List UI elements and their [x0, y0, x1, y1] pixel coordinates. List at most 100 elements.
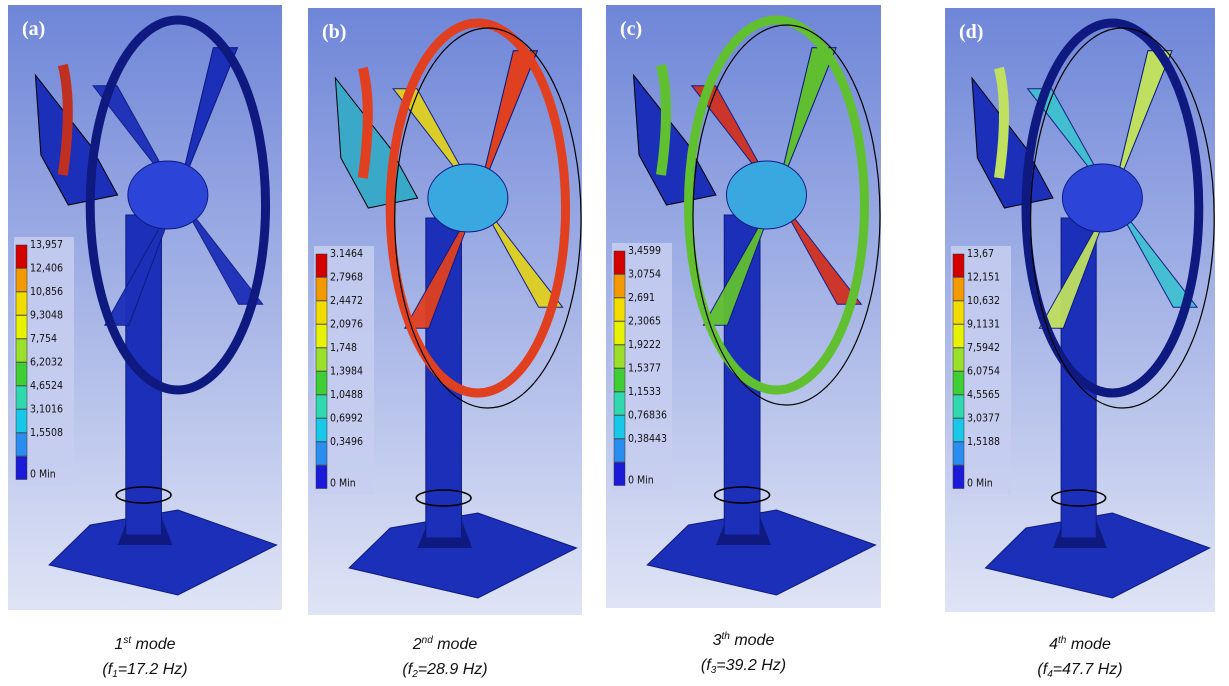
- legend-label: 0,6992: [330, 413, 363, 425]
- caption: 3th mode(f3=39.2 Hz): [624, 628, 864, 678]
- legend-swatch: [16, 292, 27, 315]
- legend-swatch: [953, 372, 964, 395]
- fan-image: (d)13,6712,15110,6329,11317,59426,07544,…: [945, 8, 1215, 612]
- legend-swatch: [16, 410, 27, 433]
- mode-word: mode: [1071, 636, 1111, 653]
- caption-line: 4th mode: [960, 632, 1200, 657]
- legend-swatch: [614, 298, 625, 321]
- mode-word: mode: [437, 636, 477, 653]
- legend-label: 0 Min: [330, 478, 356, 490]
- caption-line: (f3=39.2 Hz): [624, 653, 864, 678]
- legend-swatch: [16, 269, 27, 292]
- legend-label: 2,7968: [330, 272, 363, 284]
- legend-swatch: [614, 345, 625, 368]
- legend-swatch: [316, 301, 327, 324]
- legend-label: 0 Min: [628, 475, 654, 487]
- freq-prefix: (f: [701, 657, 711, 674]
- legend-swatch: [316, 325, 327, 348]
- legend-swatch: [316, 254, 327, 277]
- mode-suffix: th: [1058, 635, 1066, 646]
- highlight: [661, 65, 666, 175]
- highlight: [363, 68, 368, 178]
- legend-label: 1,5377: [628, 363, 661, 375]
- legend-label: 3,0377: [967, 413, 1000, 425]
- mode-number: 2: [413, 636, 422, 653]
- freq-value: =47.7 Hz): [1053, 661, 1123, 678]
- legend-label: 0,3496: [330, 436, 363, 448]
- legend-label: 10,632: [967, 295, 1000, 307]
- caption-line: 2nd mode: [325, 632, 565, 657]
- highlight: [63, 65, 68, 175]
- panel-label: (c): [620, 18, 642, 40]
- legend-swatch: [614, 463, 625, 486]
- panel-label: (d): [959, 21, 983, 43]
- legend-label: 6,0754: [967, 366, 1000, 378]
- caption-line: 1st mode: [25, 632, 265, 657]
- legend-label: 0 Min: [967, 478, 993, 490]
- hub: [128, 161, 208, 229]
- legend-swatch: [16, 386, 27, 409]
- mode-suffix: nd: [422, 635, 433, 646]
- legend-swatch: [316, 348, 327, 371]
- mode-suffix: th: [722, 631, 730, 642]
- legend-swatch: [953, 442, 964, 465]
- fan-image: (a)13,95712,40610,8569,30487,7546,20324,…: [8, 5, 282, 610]
- legend-swatch: [953, 278, 964, 301]
- legend-label: 3.1464: [330, 248, 363, 260]
- caption-line: (f1=17.2 Hz): [25, 657, 265, 682]
- legend-label: 1,5188: [967, 436, 1000, 448]
- fan-image: (b)3.14642,79682,44722,09761,7481,39841,…: [308, 8, 582, 615]
- freq-value: =28.9 Hz): [418, 661, 488, 678]
- legend-swatch: [953, 348, 964, 371]
- caption: 4th mode(f4=47.7 Hz): [960, 632, 1200, 682]
- legend-swatch: [316, 419, 327, 442]
- legend-label: 3,0754: [628, 269, 661, 281]
- legend-label: 1,0488: [330, 389, 363, 401]
- legend-swatch: [953, 325, 964, 348]
- mode-word: mode: [734, 632, 774, 649]
- legend-label: 2,3065: [628, 316, 661, 328]
- legend-swatch: [614, 392, 625, 415]
- legend-label: 10,856: [30, 286, 63, 298]
- legend-label: 1,5508: [30, 427, 63, 439]
- legend-label: 13,67: [967, 248, 994, 260]
- mode-word: mode: [136, 636, 176, 653]
- legend-swatch: [953, 254, 964, 277]
- fan-image: (c)3,45993,07542,6912,30651,92221,53771,…: [606, 5, 881, 608]
- mode-number: 4: [1049, 636, 1058, 653]
- hub: [727, 161, 807, 229]
- hub: [428, 164, 508, 232]
- legend-swatch: [614, 322, 625, 345]
- legend-label: 2,4472: [330, 295, 363, 307]
- legend-swatch: [16, 339, 27, 362]
- legend-label: 9,3048: [30, 310, 63, 322]
- freq-prefix: (f: [102, 661, 112, 678]
- caption-line: 3th mode: [624, 628, 864, 653]
- legend-label: 9,1131: [967, 319, 1000, 331]
- freq-value: =17.2 Hz): [118, 661, 188, 678]
- page: {"panels": [ {"label": "(a)", "legend": …: [0, 0, 1229, 686]
- legend-label: 2,691: [628, 292, 655, 304]
- highlight: [999, 68, 1004, 178]
- legend-label: 4,6524: [30, 380, 63, 392]
- legend-swatch: [316, 466, 327, 489]
- legend-label: 1,1533: [628, 386, 661, 398]
- legend-label: 7,754: [30, 333, 57, 345]
- legend-label: 2,0976: [330, 319, 363, 331]
- legend-swatch: [953, 419, 964, 442]
- caption-line: (f2=28.9 Hz): [325, 657, 565, 682]
- legend-label: 12,151: [967, 272, 1000, 284]
- panel: (d)13,6712,15110,6329,11317,59426,07544,…: [945, 8, 1215, 612]
- legend-swatch: [614, 416, 625, 439]
- legend-swatch: [16, 316, 27, 339]
- legend-swatch: [316, 372, 327, 395]
- mode-suffix: st: [123, 635, 131, 646]
- panel-label: (b): [322, 21, 346, 43]
- legend-label: 3,4599: [628, 245, 661, 257]
- legend-swatch: [614, 275, 625, 298]
- mode-number: 3: [713, 632, 722, 649]
- legend-swatch: [16, 245, 27, 268]
